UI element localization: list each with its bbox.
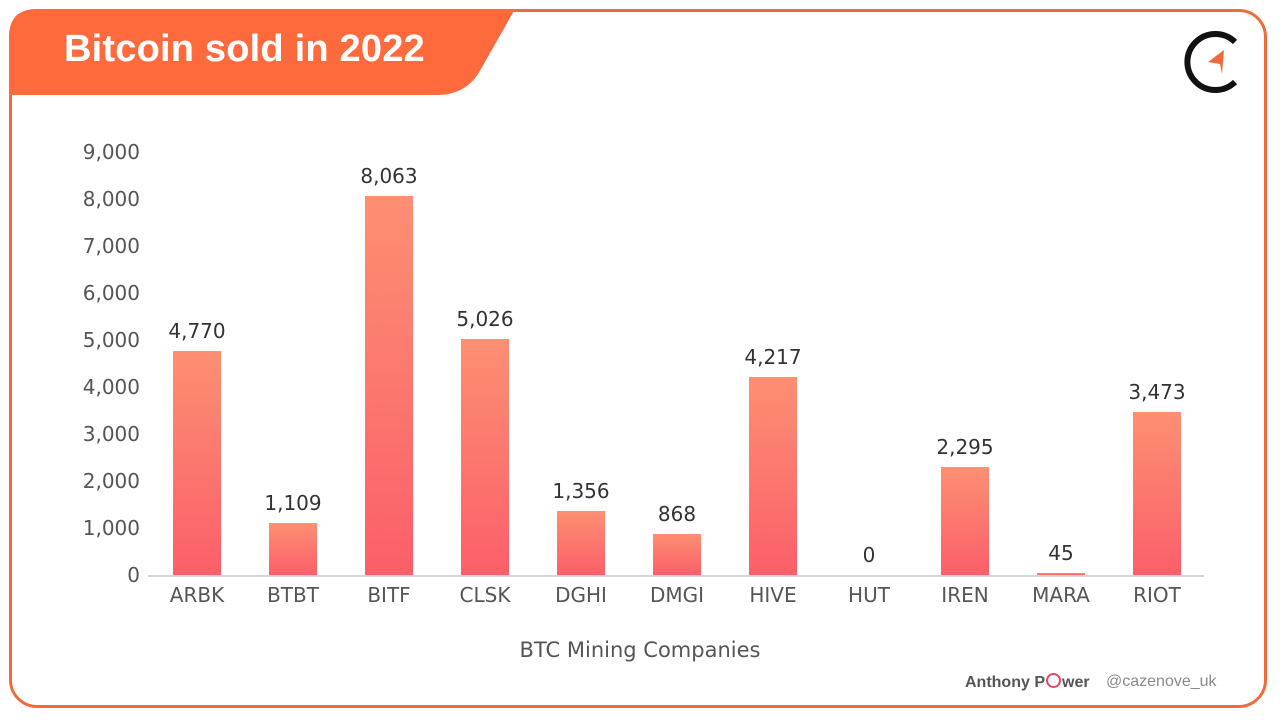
y-tick-label: 6,000: [82, 281, 140, 305]
bar-dmgi: [653, 534, 701, 575]
bar-dghi: [557, 511, 605, 575]
bar-value-label: 3,473: [1128, 379, 1186, 404]
bar-value-label: 2,295: [936, 435, 994, 460]
bar-riot: [1133, 411, 1181, 575]
x-tick-label: BTBT: [267, 583, 319, 607]
card-frame: [9, 9, 1267, 708]
bar-value-label: 4,770: [168, 318, 226, 343]
bar-value-label: 45: [1048, 540, 1074, 565]
y-tick-label: 2,000: [82, 469, 140, 493]
x-tick-label: MARA: [1032, 583, 1090, 607]
x-tick-label: DMGI: [649, 583, 705, 607]
chart-title: Bitcoin sold in 2022: [64, 28, 425, 70]
y-tick-label: 1,000: [82, 516, 140, 540]
title-banner: [9, 9, 515, 95]
bar-value-label: 0: [862, 543, 876, 567]
y-tick-label: 4,000: [82, 375, 140, 399]
x-tick-label: DGHI: [555, 583, 607, 607]
bar-arbk: [173, 350, 221, 575]
x-axis-line: [148, 575, 1204, 577]
y-tick-label: 0: [127, 563, 140, 587]
y-tick-label: 7,000: [82, 234, 140, 258]
author-name-start: Anthony P: [965, 674, 1045, 691]
bar-value-label: 868: [657, 502, 697, 527]
x-tick-label: ARBK: [169, 583, 225, 607]
bar-clsk: [461, 338, 509, 575]
x-tick-label: CLSK: [459, 583, 511, 607]
x-tick-label: HUT: [848, 583, 890, 607]
bar-iren: [941, 467, 989, 575]
social-handle: @cazenove_uk: [1106, 673, 1217, 690]
bar-value-label: 1,356: [552, 479, 610, 504]
compass-c-logo-icon: [1184, 31, 1238, 93]
author-name-end: wer: [1062, 674, 1090, 691]
bar-value-label: 5,026: [456, 306, 514, 331]
x-tick-label: BITF: [367, 583, 411, 607]
x-axis-title: BTC Mining Companies: [519, 638, 761, 662]
y-tick-label: 8,000: [82, 187, 140, 211]
bar-value-label: 1,109: [264, 490, 322, 515]
bar-hive: [749, 376, 797, 575]
y-tick-label: 3,000: [82, 422, 140, 446]
bar-value-label: 4,217: [744, 344, 802, 369]
y-tick-label: 5,000: [82, 328, 140, 352]
x-tick-label: IREN: [941, 583, 989, 607]
y-tick-label: 9,000: [82, 140, 140, 164]
x-tick-label: HIVE: [749, 583, 797, 607]
bar-btbt: [269, 522, 317, 575]
bar-mara: [1037, 572, 1085, 575]
bar-bitf: [365, 196, 413, 575]
author-credit: Anthony P wer: [965, 673, 1090, 692]
x-tick-label: RIOT: [1133, 583, 1181, 607]
bar-value-label: 8,063: [360, 164, 418, 189]
power-o-icon: [1046, 673, 1061, 688]
